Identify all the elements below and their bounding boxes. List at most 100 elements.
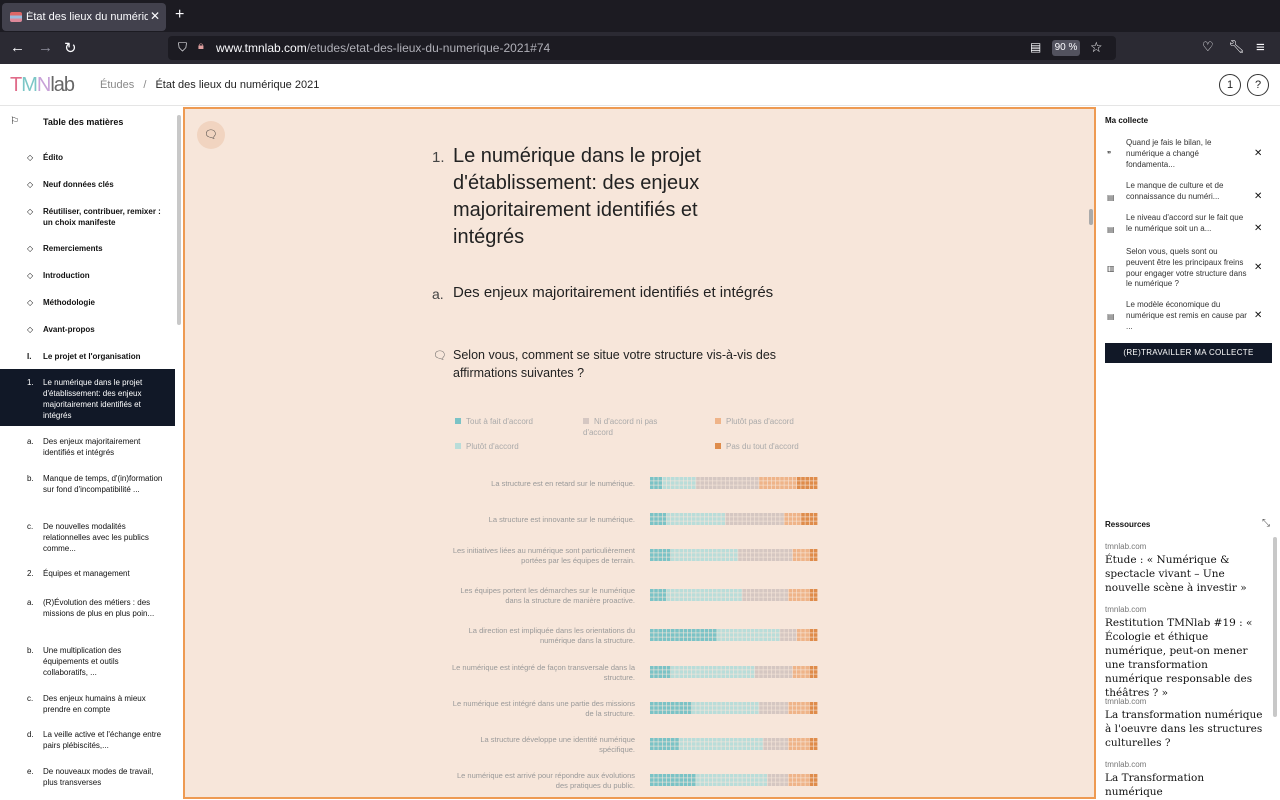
tmnlab-logo[interactable]: TMNlab [10, 74, 75, 97]
resource-item[interactable]: tmnlab.com La Transformation numérique [1105, 760, 1265, 799]
retravailler-button[interactable]: (RE)TRAVAILLER MA COLLECTE [1105, 343, 1272, 363]
shield-icon[interactable]: ⛉ [178, 40, 188, 54]
toc-item[interactable]: a. Des enjeux majoritairement identifiés … [0, 436, 175, 458]
waffle-cell [792, 597, 797, 601]
waffle-cell [725, 597, 730, 601]
browser-tab[interactable]: État des lieux du numérique 202 ✕ [2, 3, 166, 31]
url-text[interactable]: www.tmnlab.com/etudes/etat-des-lieux-du-… [216, 41, 550, 55]
waffle-cell [675, 742, 679, 746]
waffle-cell [771, 710, 776, 714]
waffle-cell [788, 746, 793, 750]
waffle-cell [713, 670, 717, 674]
close-tab-icon[interactable]: ✕ [150, 9, 161, 23]
toc-scrollbar[interactable] [177, 115, 181, 325]
waffle-cell [809, 633, 814, 637]
pocket-icon[interactable]: ♡ [1202, 39, 1214, 54]
waffle-cell [725, 746, 730, 750]
menu-icon[interactable]: ≡ [1256, 39, 1265, 56]
remove-icon[interactable]: ✕ [1254, 223, 1263, 234]
url-bar[interactable]: ⛉ 🔒︎ www.tmnlab.com/etudes/etat-des-lieu… [168, 36, 1116, 60]
toc-item[interactable]: ◇ Méthodologie [0, 297, 175, 308]
resource-title[interactable]: La Transformation numérique [1105, 772, 1205, 798]
waffle-cell [759, 674, 763, 678]
content-scrollbar[interactable] [1089, 209, 1093, 225]
table-of-contents: ⚐ Table des matières ◇ Édito ◇ Neuf données… [0, 107, 183, 800]
app-header: TMNlab Études / État des lieux du numéri… [0, 64, 1280, 106]
zoom-level[interactable]: 90 % [1052, 40, 1080, 56]
toc-item[interactable]: b. Manque de temps, d'(in)formation sur f… [0, 473, 175, 506]
toc-item[interactable]: a. (R)Évolution des métiers : des mission… [0, 597, 175, 630]
info-button[interactable]: 1 [1219, 74, 1241, 96]
remove-icon[interactable]: ✕ [1254, 148, 1263, 159]
back-icon[interactable]: ← [10, 39, 25, 56]
waffle-cell [763, 481, 767, 485]
waffle-cell [704, 477, 709, 481]
toc-item[interactable]: c. Des enjeux humains à mieux prendre en … [0, 693, 175, 715]
reload-icon[interactable]: ↻ [64, 40, 77, 57]
forward-icon[interactable]: → [38, 39, 53, 56]
waffle-cell [738, 670, 742, 674]
comment-icon[interactable]: 🗨︎ [197, 121, 225, 149]
breadcrumb-root[interactable]: Études [100, 79, 135, 91]
remove-icon[interactable]: ✕ [1254, 310, 1263, 321]
resource-item[interactable]: tmnlab.com La transformation numérique à … [1105, 697, 1265, 750]
remove-icon[interactable]: ✕ [1254, 191, 1263, 202]
question-text[interactable]: Selon vous, comment se situe votre struc… [453, 348, 777, 380]
waffle-cell [788, 553, 793, 557]
toc-item[interactable]: ◇ Avant-propos [0, 324, 175, 335]
toc-item[interactable]: b. Une multiplication des équipements et … [0, 645, 175, 678]
wrench-icon[interactable]: 🔧︎ [1228, 39, 1245, 54]
toc-item[interactable]: 1. Le numérique dans le projet d'établiss… [0, 369, 175, 426]
chart-row-label: La direction est impliquée dans les orie… [468, 625, 635, 646]
remove-icon[interactable]: ✕ [1254, 262, 1263, 273]
new-tab-icon[interactable]: + [175, 6, 185, 23]
toc-item[interactable]: 2. Équipes et management [0, 568, 175, 579]
resource-title[interactable]: Restitution TMNlab #19 : « Écologie et é… [1105, 617, 1253, 699]
resource-item[interactable]: tmnlab.com Étude : « Numérique & spectacl… [1105, 542, 1265, 595]
url-host: www.tmnlab.com [216, 41, 307, 55]
toc-item[interactable]: ◇ Édito [0, 152, 175, 163]
lock-icon[interactable]: 🔒︎ [198, 40, 204, 52]
waffle-cell [717, 702, 721, 706]
waffle-cell [788, 513, 793, 517]
url-path: /etudes/etat-des-lieux-du-numerique-2021… [306, 41, 551, 55]
toc-item[interactable]: ◇ Remerciements [0, 243, 175, 254]
resource-item[interactable]: tmnlab.com Restitution TMNlab #19 : « Éco… [1105, 605, 1265, 700]
resource-title[interactable]: Étude : « Numérique & spectacle vivant –… [1105, 554, 1247, 594]
waffle-cell [721, 549, 725, 553]
waffle-cell [813, 589, 818, 593]
toc-item[interactable]: I. Le projet et l'organisation [0, 351, 175, 362]
waffle-cell [679, 742, 683, 746]
waffle-cell [725, 557, 730, 561]
waffle-cell [717, 593, 721, 597]
waffle-cell [679, 589, 683, 593]
logo-letter: lab [50, 74, 75, 96]
resource-source: tmnlab.com [1105, 697, 1147, 706]
expand-icon[interactable]: ⤡ [1262, 518, 1270, 529]
waffle-cell [666, 517, 671, 521]
waffle-cell [700, 666, 704, 670]
bookmark-star-icon[interactable]: ☆ [1090, 39, 1103, 55]
waffle-cell [675, 553, 679, 557]
toc-item[interactable]: c. De nouvelles modalités relationnelles … [0, 521, 175, 554]
waffle-cell [654, 742, 658, 746]
toc-item[interactable]: d. La veille active et l'échange entre pa… [0, 729, 175, 751]
toc-item[interactable]: ◇ Introduction [0, 270, 175, 281]
toc-item[interactable]: ◇ Neuf données clés [0, 179, 175, 190]
waffle-cell [675, 738, 679, 742]
waffle-cell [650, 593, 654, 597]
bookmark-icon[interactable]: ⚐ [10, 116, 19, 127]
toc-item[interactable]: ◇ Réutiliser, contribuer, remixer : un ch… [0, 206, 175, 228]
resources-scrollbar[interactable] [1273, 537, 1277, 717]
waffle-cell [776, 738, 780, 742]
help-button[interactable]: ? [1247, 74, 1269, 96]
waffle-cell [704, 597, 709, 601]
waffle-cell [797, 597, 801, 601]
waffle-cell [713, 485, 717, 489]
reader-view-icon[interactable]: ▤ [1030, 40, 1042, 54]
toc-item[interactable]: e. De nouveaux modes de travail, plus tra… [0, 766, 175, 788]
waffle-cell [755, 513, 759, 517]
waffle-cell [776, 782, 780, 786]
waffle-cell [658, 738, 662, 742]
resource-title[interactable]: La transformation numérique à l'oeuvre d… [1105, 709, 1263, 749]
